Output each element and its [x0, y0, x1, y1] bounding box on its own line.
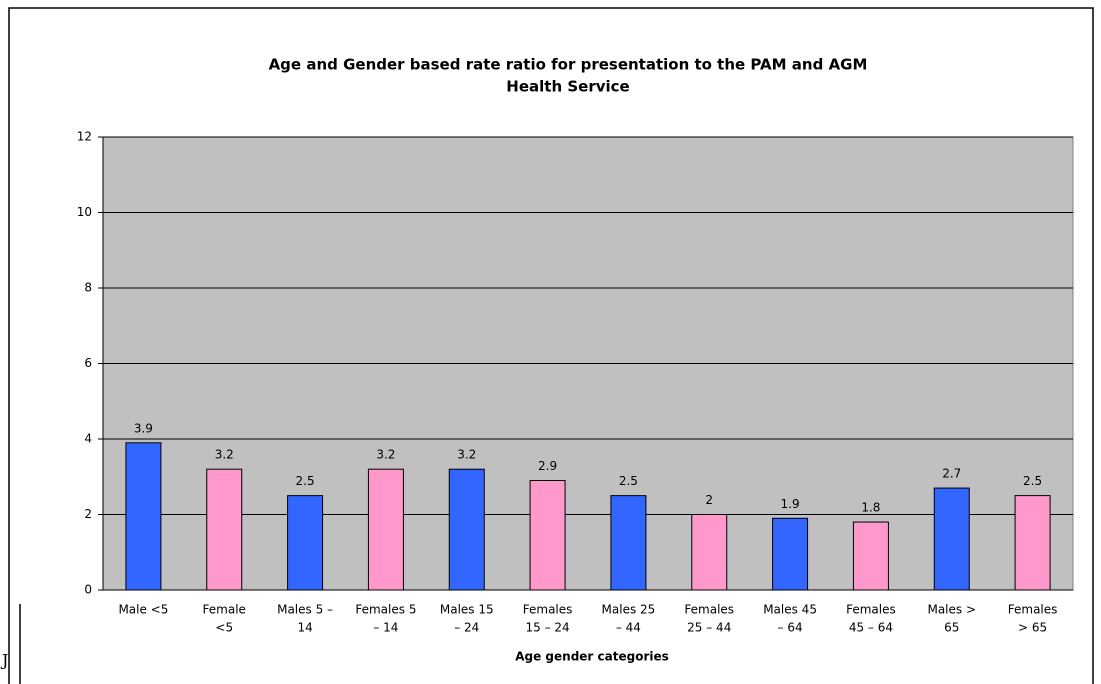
bar [1014, 495, 1051, 591]
bar [206, 468, 243, 591]
x-tick-label: Males 45 [763, 603, 817, 617]
x-tick-label: – 14 [373, 621, 398, 635]
value-label: 2 [705, 493, 713, 507]
x-tick-label: Females [523, 603, 573, 617]
y-tick-label: 12 [77, 130, 92, 144]
bar [852, 521, 889, 591]
bar [125, 442, 162, 591]
chart-frame [8, 7, 1094, 684]
bar [367, 468, 404, 591]
x-tick-label: Males > [927, 603, 976, 617]
value-label: 3.2 [457, 448, 476, 462]
x-tick-label: 25 – 44 [687, 621, 731, 635]
x-tick-label: Males 25 [602, 603, 656, 617]
value-label: 2.7 [942, 467, 961, 481]
y-tick-label: 4 [84, 432, 92, 446]
value-label: 3.2 [215, 448, 234, 462]
x-tick-label: Males 15 [440, 603, 494, 617]
x-tick-label: 45 – 64 [849, 621, 893, 635]
chart-title: Age and Gender based rate ratio for pres… [269, 56, 868, 74]
x-tick-label: Male <5 [118, 603, 168, 617]
value-label: 2.9 [538, 459, 557, 473]
x-tick-label: – 64 [778, 621, 803, 635]
y-tick-label: 0 [84, 583, 92, 597]
bar [529, 480, 566, 591]
x-tick-label: Female [203, 603, 246, 617]
x-tick-label: Females [846, 603, 896, 617]
bar [772, 517, 809, 591]
bar [610, 495, 647, 591]
y-tick-label: 2 [84, 507, 92, 521]
bar [933, 487, 970, 591]
bar [287, 495, 324, 591]
value-label: 1.9 [781, 497, 800, 511]
x-tick-label: 15 – 24 [525, 621, 569, 635]
x-axis-label: Age gender categories [515, 650, 669, 664]
x-tick-label: 14 [297, 621, 312, 635]
value-label: 3.2 [376, 448, 395, 462]
chart-title: Health Service [506, 78, 629, 96]
x-tick-label: 65 [944, 621, 959, 635]
bar [691, 514, 728, 591]
value-label: 2.5 [619, 474, 638, 488]
value-label: 2.5 [296, 474, 315, 488]
x-tick-label: Males 5 – [277, 603, 333, 617]
x-tick-label: > 65 [1018, 621, 1047, 635]
x-tick-label: <5 [215, 621, 233, 635]
value-label: 2.5 [1023, 474, 1042, 488]
x-tick-label: – 24 [454, 621, 479, 635]
x-tick-label: Females 5 [355, 603, 416, 617]
y-tick-label: 6 [84, 356, 92, 370]
x-tick-label: – 44 [616, 621, 641, 635]
value-label: 3.9 [134, 421, 153, 435]
bar [448, 468, 485, 591]
x-tick-label: Females [684, 603, 734, 617]
x-tick-label: Females [1008, 603, 1058, 617]
y-tick-label: 8 [84, 281, 92, 295]
value-label: 1.8 [861, 501, 880, 515]
y-tick-label: 10 [77, 205, 92, 219]
fragment-text: J [0, 651, 8, 670]
